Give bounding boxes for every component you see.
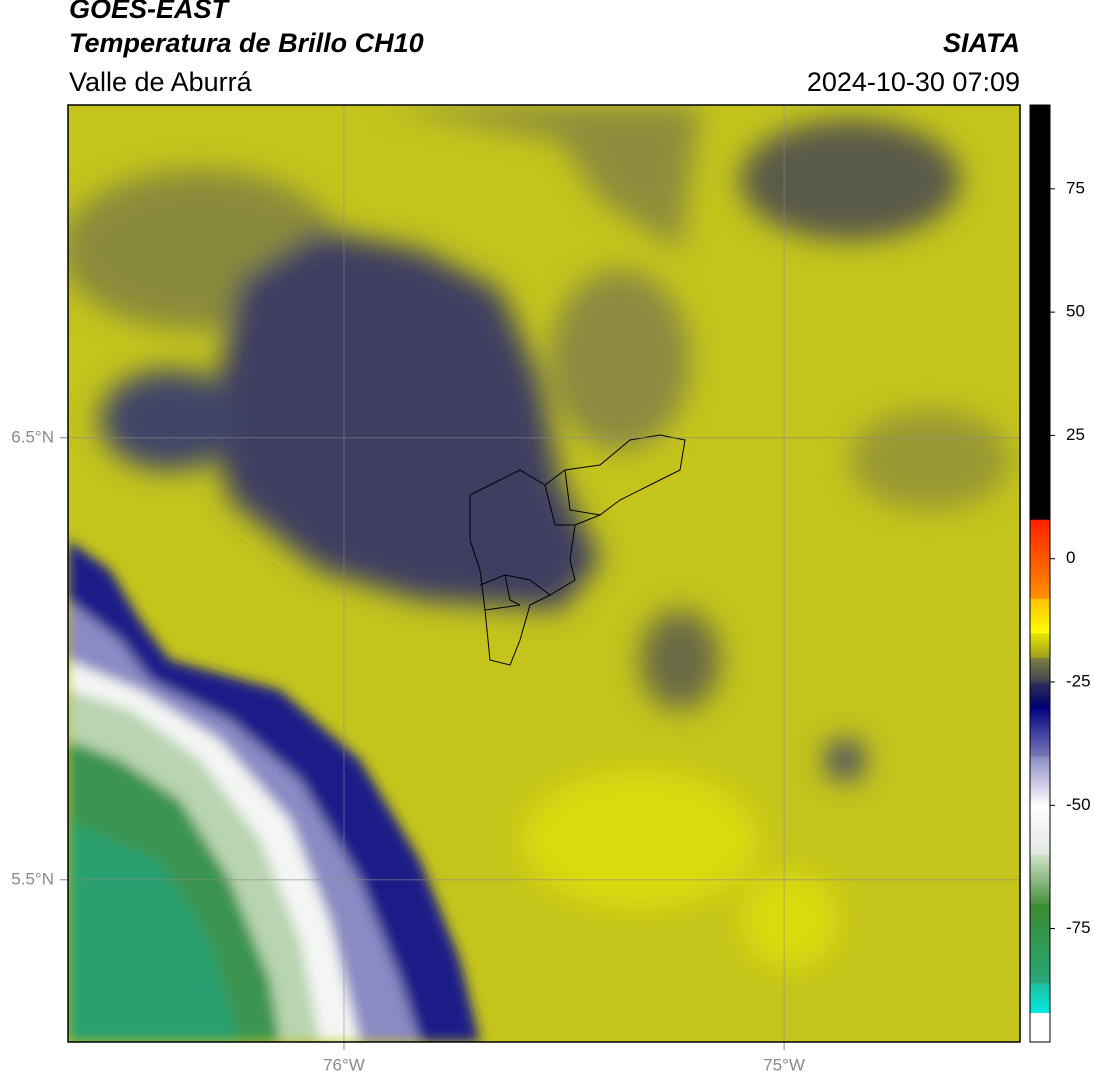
colorbar-segment (1030, 854, 1050, 905)
colorbar-segment (1030, 755, 1050, 806)
colorbar-tick-label: -75 (1066, 918, 1091, 937)
colorbar-segment (1030, 105, 1050, 520)
colorbar-segment (1030, 706, 1050, 757)
map-imagery (68, 105, 1020, 1042)
cloud (740, 120, 960, 240)
cloud (100, 370, 240, 470)
cloud (210, 230, 600, 610)
graticule: 6.5°N 5.5°N 76°W 75°W (11, 105, 1020, 1074)
lat-label: 6.5°N (11, 427, 54, 446)
colorbar-tick-label: 75 (1066, 178, 1085, 197)
colorbar-segment (1030, 598, 1050, 634)
lon-label: 76°W (323, 1055, 365, 1074)
colorbar-tick-label: 0 (1066, 548, 1075, 567)
source: SIATA (943, 28, 1020, 58)
cloud (520, 770, 760, 910)
cloud (825, 740, 865, 780)
cloud (850, 410, 1010, 510)
colorbar-segment (1030, 519, 1050, 599)
colorbar-segment (1030, 632, 1050, 658)
colorbar: 75 50 25 0 -25 -50 -75 (1029, 104, 1091, 1043)
cloud (640, 610, 720, 710)
cloud (550, 270, 690, 450)
cloud-field (68, 105, 1010, 970)
colorbar-segment (1030, 1012, 1050, 1043)
datetime: 2024-10-30 07:09 (807, 67, 1020, 97)
lon-label: 75°W (763, 1055, 805, 1074)
subtitle: Temperatura de Brillo CH10 (69, 28, 424, 58)
colorbar-segment (1030, 903, 1050, 984)
title: GOES-EAST (69, 0, 231, 24)
colorbar-tick-label: 25 (1066, 425, 1085, 444)
map-frame (67, 104, 1021, 1043)
colorbar-tick-label: -50 (1066, 795, 1091, 814)
cloud (740, 870, 840, 970)
lat-label: 5.5°N (11, 869, 54, 888)
colorbar-tick-label: -25 (1066, 671, 1091, 690)
colorbar-tick-label: 50 (1066, 302, 1085, 321)
cloud (68, 820, 240, 1042)
cloud (380, 105, 700, 250)
cold-region (68, 540, 480, 1042)
municipality-boundaries (469, 434, 686, 666)
colorbar-segment (1030, 657, 1050, 683)
colorbar-frame (1029, 104, 1051, 1043)
colorbar-segment (1030, 982, 1050, 1013)
colorbar-segment (1030, 681, 1050, 708)
region: Valle de Aburrá (69, 67, 253, 97)
colorbar-segment (1030, 805, 1050, 856)
